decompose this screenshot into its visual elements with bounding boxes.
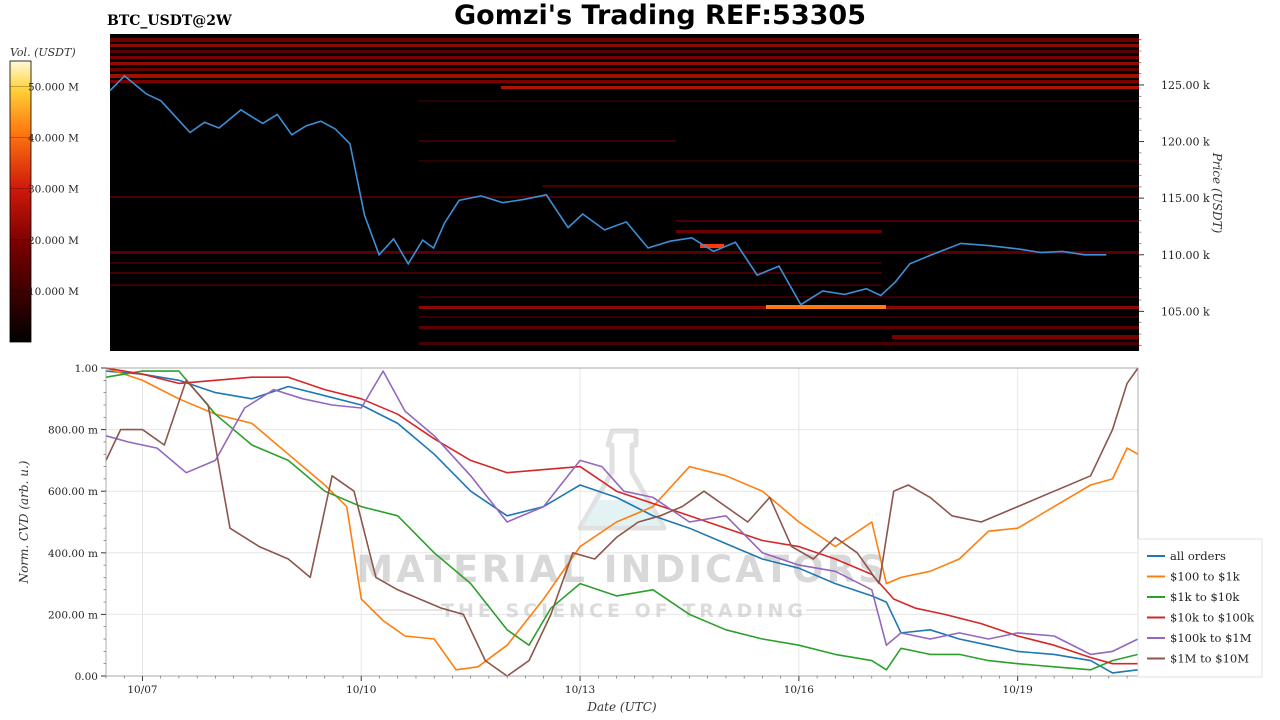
- liquidity-band: [418, 160, 1139, 162]
- legend-box: [1137, 538, 1263, 678]
- watermark-main: MATERIAL INDICATORS: [356, 548, 887, 591]
- cvd-y-tick-label: 400.00 m: [48, 548, 98, 560]
- flask-liquid-icon: [582, 500, 662, 526]
- liquidity-hotspot: [700, 244, 724, 248]
- colorbar-tick-label: 40.000 M: [28, 133, 79, 145]
- cvd-x-tick-label: 10/19: [1003, 684, 1033, 696]
- price-tick-label: 110.00 k: [1161, 249, 1210, 262]
- cvd-x-axis: 10/07 10/10 10/13 10/16 10/19: [105, 676, 1128, 696]
- price-tick-label: 120.00 k: [1161, 136, 1210, 149]
- liquidity-band: [418, 296, 1139, 298]
- liquidity-band: [110, 80, 1139, 83]
- heatmap-panel: 105.00 k 110.00 k 115.00 k 120.00 k 125.00 k…: [109, 34, 1224, 351]
- colorbar-tick-label: 30.000 M: [28, 184, 79, 196]
- colorbar-gradient: [9, 60, 32, 343]
- cvd-series: [105, 367, 1139, 677]
- legend-entry: $10k to $100k: [1170, 611, 1255, 625]
- watermark: MATERIAL INDICATORS THE SCIENCE OF TRADI…: [356, 428, 887, 622]
- legend-entry: all orders: [1170, 549, 1226, 563]
- liquidity-hotspot: [766, 305, 886, 309]
- price-tick-label: 115.00 k: [1161, 192, 1210, 205]
- cvd-panel: MATERIAL INDICATORS THE SCIENCE OF TRADI…: [17, 363, 1263, 714]
- watermark-sub: THE SCIENCE OF TRADING: [441, 600, 807, 622]
- legend-entry: $100k to $1M: [1170, 631, 1252, 645]
- legend-entry: $100 to $1k: [1170, 570, 1241, 584]
- liquidity-band: [110, 272, 882, 274]
- cvd-x-tick-label: 10/10: [346, 684, 376, 696]
- liquidity-band: [418, 140, 676, 142]
- colorbar-label: Vol. (USDT): [10, 46, 76, 59]
- price-axis: 105.00 k 110.00 k 115.00 k 120.00 k 125.00 k: [1139, 39, 1210, 346]
- legend-entry: $1M to $10M: [1170, 652, 1249, 666]
- price-line: [109, 74, 1107, 306]
- cvd-y-tick-label: 600.00 m: [48, 486, 98, 498]
- liquidity-band: [110, 262, 882, 264]
- liquidity-band: [110, 56, 1139, 59]
- liquidity-band: [501, 86, 1139, 89]
- cvd-x-tick-label: 10/07: [127, 684, 157, 696]
- liquidity-band: [418, 342, 1139, 345]
- flask-icon: [577, 428, 667, 531]
- liquidity-band: [542, 185, 1139, 187]
- cvd-y-axis-label: Norm. CVD (arb. u.): [17, 460, 31, 584]
- cvd-series-line: [105, 367, 1139, 671]
- price-tick-label: 105.00 k: [1161, 305, 1210, 318]
- cvd-plot-area: [106, 368, 1138, 676]
- colorbar-tick-label: 20.000 M: [28, 235, 79, 247]
- cvd-series-line: [105, 370, 1139, 674]
- liquidity-band: [110, 284, 882, 286]
- cvd-series-line: [105, 367, 1139, 677]
- liquidity-band: [892, 335, 1139, 339]
- cvd-y-tick-label: 200.00 m: [48, 609, 98, 621]
- cvd-y-axis: 0.00 200.00 m 400.00 m 600.00 m 800.00 m 1.00: [48, 363, 106, 683]
- cvd-y-tick-label: 0.00: [75, 671, 98, 683]
- liquidity-band: [110, 74, 1139, 78]
- cvd-y-tick-label: 1.00: [75, 363, 98, 375]
- liquidity-band: [110, 50, 1139, 53]
- cvd-plot-border: [105, 367, 1139, 677]
- price-tick-label: 125.00 k: [1161, 79, 1210, 92]
- liquidity-band: [675, 230, 882, 233]
- cvd-y-tick-label: 800.00 m: [48, 425, 98, 437]
- liquidity-band: [110, 62, 1139, 65]
- colorbar-tick-label: 50.000 M: [28, 82, 79, 94]
- cvd-series-line: [105, 370, 1139, 671]
- colorbar-tick-label: 10.000 M: [28, 286, 79, 298]
- liquidity-bands: [110, 38, 1139, 345]
- cvd-x-tick-label: 10/13: [565, 684, 595, 696]
- liquidity-band: [110, 196, 1139, 198]
- cvd-x-axis-label: Date (UTC): [586, 700, 656, 714]
- liquidity-band: [110, 68, 1139, 71]
- colorbar-ticks: 10.000 M 20.000 M 30.000 M 40.000 M 50.000 M: [10, 82, 79, 298]
- liquidity-band: [110, 251, 1139, 254]
- cvd-series-line: [105, 370, 1139, 656]
- liquidity-band: [675, 220, 1139, 222]
- volume-colorbar: Vol. (USDT) 10.000 M 20.000 M 30.000 M 40.0…: [9, 46, 79, 343]
- price-axis-label: Price (USDT): [1210, 152, 1224, 234]
- legend-entry: $1k to $10k: [1170, 590, 1240, 604]
- legend: all orders $100 to $1k $1k to $10k $10k to …: [1137, 538, 1263, 678]
- liquidity-band: [110, 44, 1139, 47]
- cvd-series-line: [105, 367, 1138, 665]
- liquidity-band: [418, 326, 1139, 329]
- liquidity-band: [110, 38, 1139, 42]
- cvd-x-tick-label: 10/16: [784, 684, 815, 696]
- liquidity-band: [418, 100, 1139, 102]
- liquidity-band: [418, 316, 1139, 318]
- chart-title: Gomzi's Trading REF:53305: [454, 0, 866, 31]
- symbol-label: BTC_USDT@2W: [107, 13, 232, 29]
